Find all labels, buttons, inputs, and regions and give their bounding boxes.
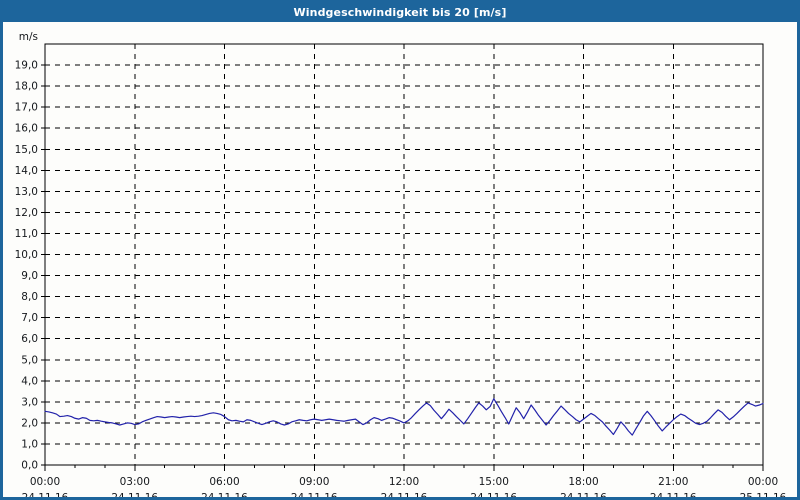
- y-axis-tick-label: 5,0: [21, 354, 38, 366]
- y-axis-tick-label: 16,0: [15, 123, 38, 135]
- x-axis-time-label: 03:00: [120, 476, 150, 488]
- y-axis-tick-label: 8,0: [21, 291, 38, 303]
- y-axis-tick-label: 12,0: [15, 207, 38, 219]
- y-axis-tick-label: 9,0: [21, 270, 38, 282]
- y-axis-tick-label: 17,0: [15, 102, 38, 114]
- y-axis-unit-label: m/s: [19, 31, 38, 43]
- x-axis-tick-labels: 00:00 24.11.16 03:00 24.11.16 06:00 24.11.16 0…: [22, 476, 787, 497]
- y-axis-tick-label: 4,0: [21, 375, 38, 387]
- y-axis-tick-label: 11,0: [15, 228, 38, 240]
- vertical-gridlines: [134, 44, 674, 465]
- minor-x-ticks: [41, 64, 764, 471]
- y-axis-tick-label: 14,0: [15, 165, 38, 177]
- page-title: Windgeschwindigkeit bis 20 [m/s]: [293, 6, 507, 19]
- x-axis-time-label: 18:00: [568, 476, 598, 488]
- wind-speed-line-chart: 0,0 1,0 2,0 3,0 4,0 5,0 6,0 7,0 8,0 9,0 10,0 11,0 12…: [3, 22, 797, 497]
- y-axis-tick-labels: 0,0 1,0 2,0 3,0 4,0 5,0 6,0 7,0 8,0 9,0 10,0 11,0 12…: [15, 60, 38, 472]
- x-axis-time-label: 12:00: [389, 476, 419, 488]
- x-axis-date-label: 24.11.16: [381, 492, 428, 497]
- x-axis-time-label: 21:00: [658, 476, 688, 488]
- y-axis-tick-label: 15,0: [15, 144, 38, 156]
- y-axis-tick-label: 19,0: [15, 60, 38, 72]
- x-axis-time-label: 00:00: [30, 476, 60, 488]
- x-axis-date-label: 24.11.16: [201, 492, 248, 497]
- y-axis-tick-label: 13,0: [15, 186, 38, 198]
- series-lines: [44, 398, 764, 436]
- y-axis-tick-label: 2,0: [21, 417, 38, 429]
- x-axis-date-label: 25.11.16: [740, 492, 787, 497]
- y-axis-tick-label: 18,0: [15, 81, 38, 93]
- series-line-windgeschwindigkeit: [44, 398, 764, 436]
- x-axis-date-label: 24.11.16: [470, 492, 517, 497]
- x-axis-time-label: 15:00: [479, 476, 509, 488]
- y-axis-tick-label: 0,0: [21, 460, 38, 472]
- y-axis-tick-label: 7,0: [21, 312, 38, 324]
- x-axis-time-label: 06:00: [209, 476, 239, 488]
- x-axis-date-label: 24.11.16: [650, 492, 697, 497]
- x-axis-time-label: 00:00: [748, 476, 778, 488]
- y-axis-tick-label: 6,0: [21, 333, 38, 345]
- chart-area: 0,0 1,0 2,0 3,0 4,0 5,0 6,0 7,0 8,0 9,0 10,0 11,0 12…: [3, 22, 797, 497]
- y-axis-tick-label: 1,0: [21, 438, 38, 450]
- window-title-bar: Windgeschwindigkeit bis 20 [m/s]: [3, 3, 797, 22]
- plot-background: [3, 22, 797, 497]
- x-axis-date-label: 24.11.16: [560, 492, 607, 497]
- y-axis-tick-label: 10,0: [15, 249, 38, 261]
- x-axis-time-label: 09:00: [299, 476, 329, 488]
- x-axis-date-label: 24.11.16: [111, 492, 158, 497]
- y-axis-tick-label: 3,0: [21, 396, 38, 408]
- x-axis-date-label: 24.11.16: [22, 492, 69, 497]
- x-axis-date-label: 24.11.16: [291, 492, 338, 497]
- y-axis-unit-text: m/s: [19, 31, 38, 43]
